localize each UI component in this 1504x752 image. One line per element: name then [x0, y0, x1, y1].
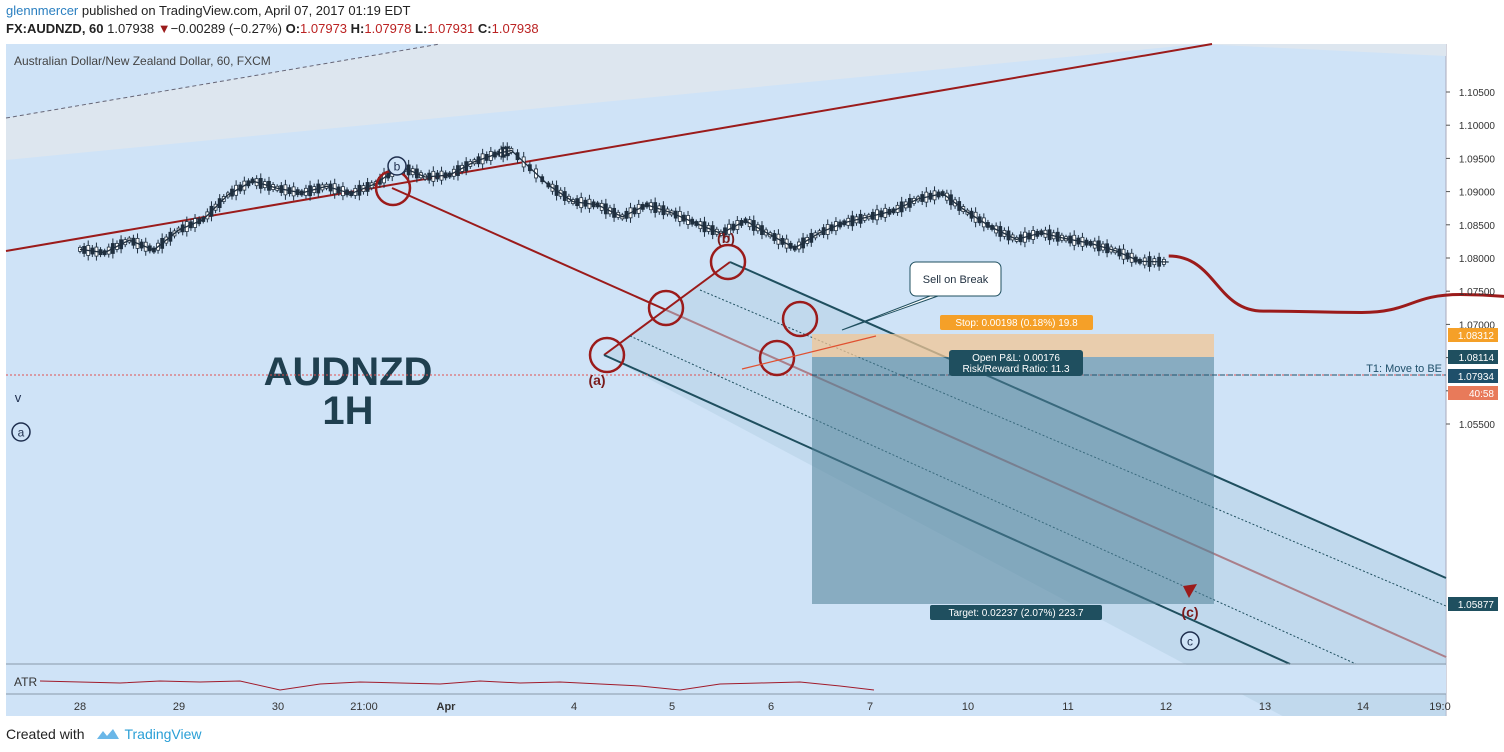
rr-label: Risk/Reward Ratio: 11.3 — [962, 364, 1070, 375]
wave-b-marker — [387, 156, 407, 176]
minor-c-label: (c) — [1181, 604, 1198, 620]
break-line[interactable] — [741, 335, 877, 370]
ohlc-line: FX:AUDNZD, 60 1.07938 ▼−0.00289 (−0.27%)… — [6, 21, 539, 36]
y-tick-label: 1.09500 — [1459, 154, 1496, 165]
atr-line — [39, 680, 875, 691]
pnl-badge — [949, 350, 1083, 376]
wave-circles — [374, 169, 819, 377]
tradingview-link[interactable]: TradingView — [124, 726, 202, 742]
price-badge — [1448, 597, 1498, 611]
wave-a-marker — [11, 422, 31, 442]
price-badge-label: 1.08312 — [1458, 331, 1495, 342]
callout-text: Sell on Break — [923, 274, 989, 286]
time-axis: 28 29 30 21:00 Apr 4 5 6 7 10 11 12 13 14 19:0 — [74, 701, 1451, 713]
wave-circle — [588, 336, 626, 374]
pitchfork-handle[interactable] — [603, 261, 731, 356]
price-badge-label: 40:58 — [1469, 389, 1494, 400]
y-tick-label: 1.09000 — [1459, 188, 1496, 199]
chart-title: Australian Dollar/New Zealand Dollar, 60… — [14, 54, 271, 68]
target-label: Target: 0.02237 (2.07%) 223.7 — [948, 608, 1084, 619]
price-badge — [1448, 386, 1498, 400]
x-tick-label: 6 — [768, 701, 774, 713]
pitchfork-inner-lower — [629, 335, 1357, 665]
forecast-arrowhead — [1183, 584, 1197, 598]
low-value: 1.07931 — [427, 21, 475, 36]
price-badge-label: 1.07934 — [1458, 372, 1495, 383]
x-tick-label: 12 — [1160, 701, 1172, 713]
wave-v-label: v — [15, 390, 22, 405]
wave-a-label: a — [18, 426, 25, 440]
chart-area[interactable]: Australian Dollar/New Zealand Dollar, 60… — [0, 40, 1504, 716]
stop-zone[interactable] — [812, 334, 1214, 357]
wave-circle — [709, 243, 747, 281]
y-tick-label: 1.08000 — [1459, 254, 1496, 265]
x-tick-label: 28 — [74, 701, 86, 713]
price-badge-label: 1.05877 — [1458, 600, 1495, 611]
price-badge — [1448, 350, 1498, 364]
author-link[interactable]: glennmercer — [6, 3, 79, 18]
y-tick-label: 1.05500 — [1459, 420, 1496, 431]
close-value: 1.07938 — [491, 21, 539, 36]
upper-dashed-line — [5, 43, 441, 119]
high-value: 1.07978 — [364, 21, 412, 36]
minor-a-label: (a) — [588, 372, 605, 388]
footer: Created with TradingView — [6, 726, 202, 742]
x-tick-label: 30 — [272, 701, 284, 713]
stop-label-badge — [940, 315, 1093, 330]
y-tick-label: 1.07000 — [1459, 320, 1496, 331]
y-tick-label: 1.07500 — [1459, 287, 1496, 298]
x-tick-label: 21:00 — [350, 701, 378, 713]
last-price: 1.07938 — [107, 21, 155, 36]
change-value: −0.00289 (−0.27%) — [170, 21, 282, 36]
symbol-label: FX:AUDNZD, 60 — [6, 21, 104, 36]
down-arrow-icon: ▼ — [157, 21, 171, 36]
price-badge — [1448, 328, 1498, 342]
wave-c-label: c — [1187, 635, 1193, 649]
price-badge — [1448, 369, 1498, 383]
publish-line: glennmercer published on TradingView.com… — [6, 3, 410, 18]
pnl-label: Open P&L: 0.00176 — [972, 353, 1060, 364]
wave-circle — [647, 289, 685, 327]
x-tick-label: 11 — [1062, 701, 1073, 713]
watermark-interval: 1H — [322, 389, 373, 433]
upper-channel-fill — [6, 44, 1446, 160]
open-value: 1.07973 — [300, 21, 348, 36]
atr-label: ATR — [14, 675, 37, 689]
wave-circle — [758, 339, 796, 377]
x-tick-label: 10 — [962, 701, 974, 713]
x-tick-label: 5 — [669, 701, 675, 713]
x-tick-label: 13 — [1259, 701, 1271, 713]
wave-circle — [781, 300, 819, 338]
wave-b-label: b — [394, 160, 401, 174]
t1-label: T1: Move to BE — [1366, 363, 1442, 375]
published-text: published on TradingView.com, April 07, … — [81, 3, 411, 18]
forecast-curve[interactable] — [1168, 254, 1504, 396]
close-label: C: — [477, 21, 492, 36]
target-zone[interactable] — [812, 357, 1214, 604]
created-with-text: Created with — [6, 726, 85, 742]
x-tick-label: 14 — [1357, 701, 1369, 713]
price-badges: 1.08312 1.08114 1.07934 40:58 1.05877 — [1448, 328, 1498, 611]
low-label: L: — [415, 21, 428, 36]
atr-pane[interactable] — [6, 665, 1446, 694]
minor-b-label: (b) — [717, 230, 735, 246]
target-label-badge — [930, 605, 1102, 620]
callout-box[interactable] — [909, 261, 1002, 297]
y-tick-label: 1.08500 — [1459, 221, 1496, 232]
x-tick-label: 7 — [867, 701, 873, 713]
x-tick-label: 4 — [571, 701, 577, 713]
high-label: H: — [350, 21, 365, 36]
tradingview-logo-icon — [97, 729, 120, 739]
open-label: O: — [285, 21, 301, 36]
price-badge-label: 1.08114 — [1459, 353, 1495, 364]
x-tick-label: 19:0 — [1429, 701, 1450, 713]
y-tick-label: 1.10500 — [1459, 88, 1496, 99]
x-tick-label: 29 — [173, 701, 185, 713]
wave-c-marker — [1180, 631, 1200, 651]
stop-label: Stop: 0.00198 (0.18%) 19.8 — [955, 318, 1078, 329]
watermark-symbol: AUDNZD — [264, 350, 433, 394]
x-tick-label: Apr — [437, 701, 457, 713]
y-tick-label: 1.10000 — [1459, 121, 1496, 132]
price-path-line — [79, 149, 1169, 263]
